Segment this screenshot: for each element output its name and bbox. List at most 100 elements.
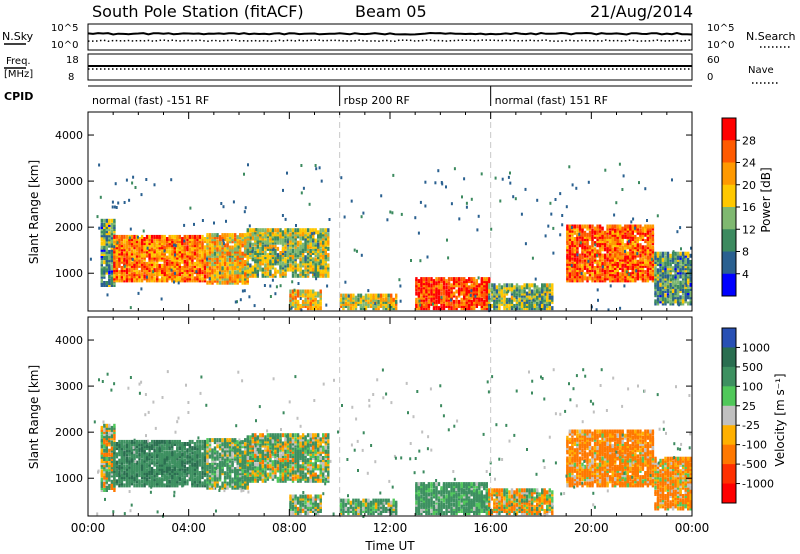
echo-cell: [490, 283, 494, 288]
echo-cell: [631, 234, 634, 239]
echo-cell: [463, 291, 466, 296]
echo-cell: [656, 282, 660, 287]
echo-cell: [541, 297, 544, 302]
echo-cell: [583, 276, 587, 281]
echo-cell: [211, 264, 214, 269]
echo-cell: [518, 297, 521, 302]
echo-cell: [314, 269, 317, 274]
echo-cell: [208, 243, 212, 248]
echo-cell: [586, 268, 589, 273]
echo-cell: [135, 243, 139, 248]
echo-cell: [306, 271, 310, 276]
echo-cell: [495, 291, 499, 296]
echo-cell: [684, 251, 687, 256]
echo-cell: [153, 245, 156, 250]
echo-cell: [382, 297, 385, 302]
echo-cell: [573, 243, 577, 248]
echo-cell: [598, 259, 602, 264]
echo-cell: [586, 257, 589, 262]
echo-cell: [254, 240, 257, 245]
echo-cell: [181, 268, 184, 273]
echo-cell: [679, 260, 682, 264]
echo-cell: [281, 263, 285, 268]
echo-cell: [226, 278, 229, 283]
echo-cell: [654, 293, 657, 298]
echo-cell: [246, 276, 249, 281]
echo-cell: [218, 241, 222, 246]
echo-cell: [158, 466, 161, 471]
echo-cell: [349, 297, 353, 302]
echo-cell: [178, 454, 181, 459]
echo-cell: [684, 276, 687, 281]
echo-cell: [659, 251, 662, 256]
echo-cell: [598, 253, 602, 258]
echo-cell: [183, 259, 186, 264]
echo-cell: [110, 239, 114, 244]
echo-cell: [614, 278, 617, 283]
echo-cell: [216, 247, 219, 252]
echo-cell: [483, 299, 486, 304]
echo-cell: [659, 299, 662, 304]
echo-cell: [193, 477, 197, 482]
echo-cell: [113, 448, 116, 453]
echo-cell: [415, 287, 418, 292]
echo-cell: [319, 249, 322, 253]
echo-cell: [105, 229, 108, 234]
echo-cell: [115, 444, 119, 449]
echo-cell: [244, 268, 247, 273]
echo-cell: [198, 450, 202, 455]
speckle-cell: [615, 201, 618, 205]
echo-cell: [687, 270, 690, 275]
echo-cell: [598, 257, 602, 262]
speckle-cell: [392, 173, 395, 177]
echo-cell: [480, 289, 483, 294]
echo-cell: [626, 241, 629, 246]
echo-cell: [161, 276, 164, 281]
echo-cell: [118, 278, 121, 283]
echo-cell: [299, 289, 302, 294]
echo-cell: [125, 268, 129, 273]
echo-cell: [379, 293, 383, 298]
echo-cell: [176, 468, 179, 473]
echo-cell: [138, 270, 141, 275]
echo-cell: [120, 466, 124, 471]
echo-cell: [130, 448, 134, 453]
echo-cell: [123, 458, 126, 463]
echo-cell: [173, 442, 176, 446]
echo-cell: [470, 291, 473, 296]
echo-cell: [636, 243, 639, 248]
echo-cell: [161, 266, 164, 270]
echo-cell: [211, 276, 214, 281]
echo-cell: [231, 268, 234, 273]
echo-cell: [264, 244, 267, 249]
echo-cell: [206, 233, 209, 238]
echo-cell: [228, 272, 232, 277]
echo-cell: [178, 245, 181, 250]
echo-cell: [138, 261, 141, 266]
echo-cell: [528, 283, 531, 288]
echo-cell: [649, 249, 652, 254]
echo-cell: [631, 276, 634, 281]
echo-cell: [621, 268, 624, 273]
echo-cell: [158, 481, 161, 486]
echo-cell: [148, 471, 151, 475]
echo-cell: [231, 245, 234, 250]
echo-cell: [153, 272, 156, 277]
echo-cell: [588, 276, 592, 281]
echo-cell: [171, 261, 174, 266]
echo-cell: [208, 272, 212, 277]
echo-cell: [186, 473, 189, 478]
echo-cell: [598, 228, 602, 233]
echo-cell: [221, 233, 224, 238]
echo-cell: [226, 270, 229, 275]
echo-cell: [123, 245, 126, 250]
echo-cell: [163, 458, 166, 463]
echo-cell: [427, 306, 431, 311]
speckle-cell: [300, 191, 303, 195]
echo-cell: [621, 230, 624, 235]
echo-cell: [193, 245, 197, 250]
echo-cell: [178, 249, 181, 254]
echo-cell: [198, 249, 202, 254]
echo-cell: [352, 293, 355, 298]
echo-cell: [442, 287, 446, 292]
